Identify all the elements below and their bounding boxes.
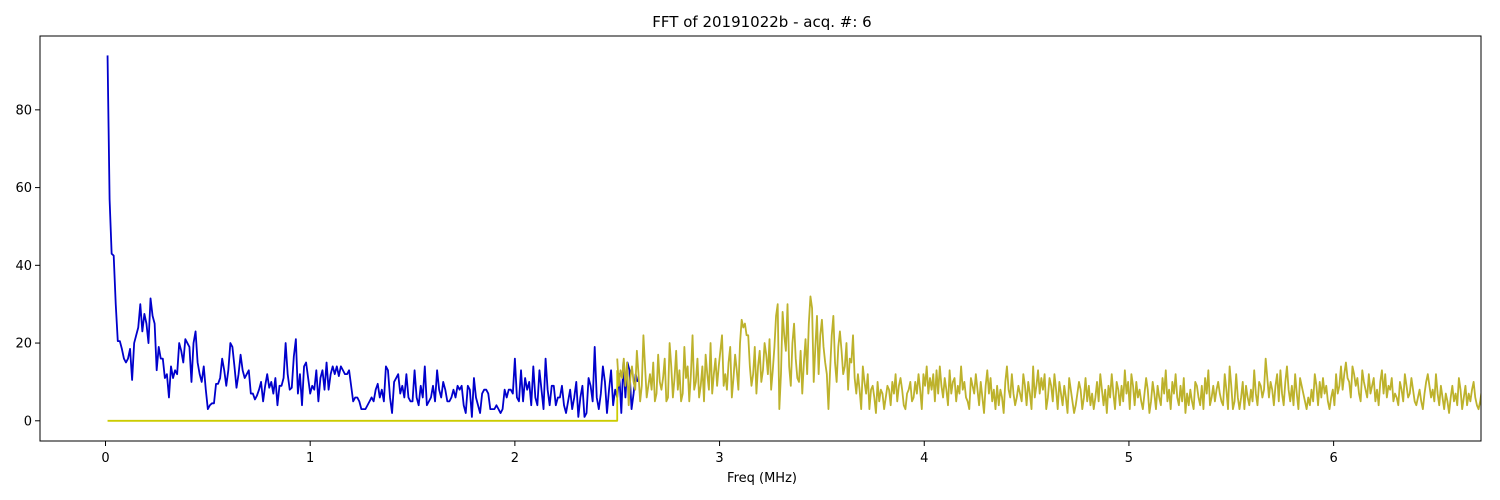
y-axis: 0 20 40 60 80 [15,103,40,429]
y-tick-label: 80 [15,103,32,118]
x-axis: 0 1 2 3 4 5 6 [101,441,1338,466]
y-tick-label: 0 [24,414,32,429]
x-tick-label: 6 [1329,451,1337,466]
y-tick-label: 60 [15,181,32,196]
x-tick-label: 4 [920,451,928,466]
series-layer [106,55,1481,422]
series-line-1 [106,55,639,418]
x-tick-label: 2 [511,451,519,466]
x-tick-label: 0 [101,451,109,466]
y-tick-label: 40 [15,259,32,274]
x-tick-label: 1 [306,451,314,466]
chart-title: FFT of 20191022b - acq. #: 6 [652,13,871,31]
series-line-3 [107,370,619,422]
series-line-2 [616,295,1481,414]
x-tick-label: 5 [1125,451,1133,466]
x-tick-label: 3 [715,451,723,466]
x-axis-label: Freq (MHz) [727,471,797,486]
y-tick-label: 20 [15,337,32,352]
plot-frame [39,35,1482,442]
